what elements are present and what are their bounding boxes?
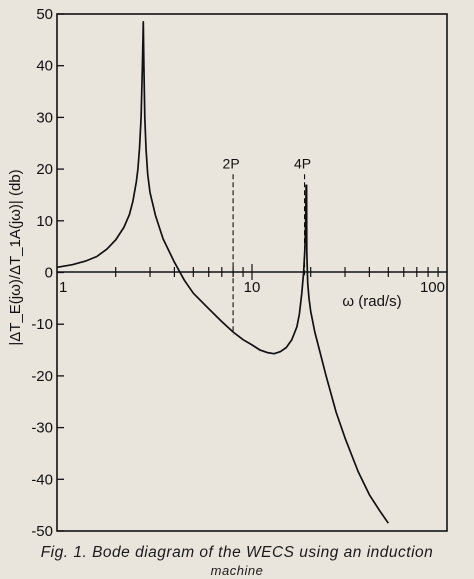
y-tick-label: -10	[31, 316, 53, 333]
y-tick-label: 10	[36, 213, 53, 230]
y-tick-label: 30	[36, 109, 53, 126]
x-tick-label: 100	[420, 279, 445, 296]
annotation-label: 2P	[223, 155, 240, 171]
y-axis-label: |ΔT_E(jω)/ΔT_1A(jω)| (db)	[7, 169, 24, 345]
y-tick-label: -30	[31, 420, 53, 437]
y-tick-label: -50	[31, 523, 53, 540]
figure-caption: Fig. 1. Bode diagram of the WECS using a…	[40, 544, 434, 561]
x-axis-label: ω (rad/s)	[342, 293, 401, 310]
x-tick-label: 10	[244, 279, 261, 296]
y-tick-label: 40	[36, 58, 53, 75]
y-tick-label: -40	[31, 471, 53, 488]
y-tick-label: 50	[36, 6, 53, 23]
bode-curve	[56, 20, 307, 355]
bode-curve	[305, 184, 389, 524]
x-tick-label: 1	[59, 279, 67, 296]
y-tick-label: -20	[31, 368, 53, 385]
figure-caption-continued: machine	[210, 563, 264, 578]
annotation-label: 4P	[294, 155, 311, 171]
y-tick-label: 0	[45, 265, 53, 282]
y-tick-label: 20	[36, 161, 53, 178]
